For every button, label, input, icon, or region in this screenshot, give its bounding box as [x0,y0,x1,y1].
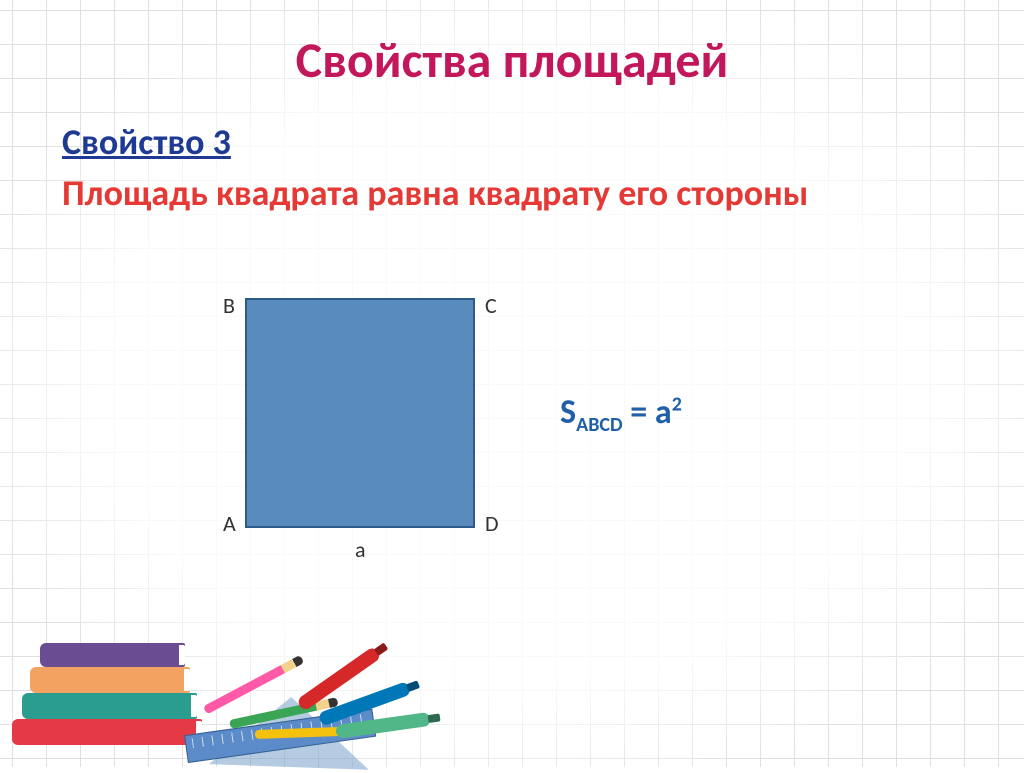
book-icon [30,667,190,693]
square-shape [245,298,475,528]
page-title: Свойства площадей [0,30,1024,91]
vertex-c-label: C [485,292,497,319]
property-statement: Площадь квадрата равна квадрату его стор… [62,172,944,215]
book-icon [22,693,197,719]
book-icon [12,719,202,745]
formula-eq: = a [623,392,672,433]
property-number: Свойство 3 [62,120,231,164]
formula-s: S [560,392,576,433]
vertex-d-label: D [485,510,499,537]
book-icon [40,643,185,667]
vertex-a-label: A [223,510,236,537]
formula-superscript: 2 [672,393,682,417]
side-label: a [355,536,366,563]
school-supplies-decoration [0,593,420,773]
formula-subscript: ABCD [576,413,623,437]
area-formula: SABCD = a2 [560,392,682,437]
vertex-b-label: B [223,292,235,319]
